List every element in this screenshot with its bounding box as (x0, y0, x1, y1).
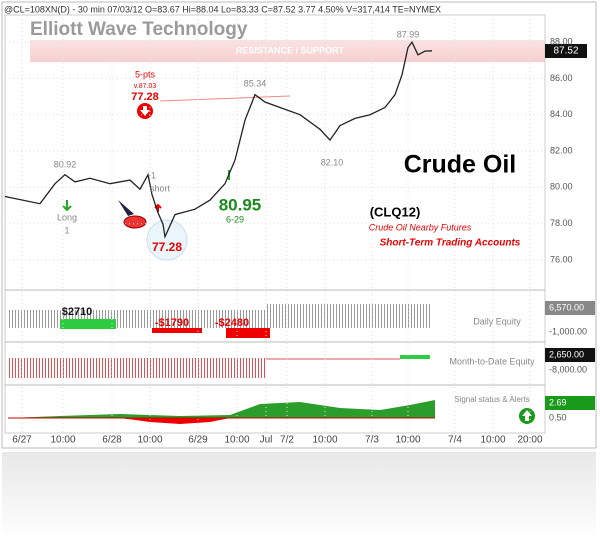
equity-gain-bar (60, 319, 116, 329)
panel-value-box (545, 301, 595, 315)
long-arrow (62, 200, 72, 212)
annotation: Long (57, 212, 77, 222)
chart-title: Elliott Wave Technology (30, 19, 248, 40)
annotation: Daily Equity (473, 316, 521, 326)
x-tick-label: 10:00 (395, 435, 420, 446)
last-price: 87.52 (553, 46, 578, 57)
target-icon (123, 215, 147, 229)
x-tick-label: 10:00 (224, 435, 249, 446)
annotation: short (150, 183, 171, 193)
y-tick-label: 88.00 (550, 36, 573, 46)
x-tick-label: Jul (260, 435, 273, 446)
annotation: 77.28 (152, 240, 182, 254)
price-line (4, 40, 433, 240)
x-tick-label: 6/29 (188, 435, 208, 446)
annotation: Short-Term Trading Accounts (380, 238, 521, 249)
annotation: 82.10 (321, 157, 344, 167)
panel-axis-label: 2,650.00 (549, 349, 584, 359)
annotation: 1 (64, 225, 69, 235)
last-price-box (545, 44, 587, 58)
panel-axis-label: 6,570.00 (549, 302, 584, 312)
annotation: -$1790 (155, 317, 189, 329)
panel-value-box (545, 396, 595, 410)
target-line (159, 95, 291, 102)
annotation: Crude Oil (404, 151, 517, 179)
card (1, 1, 597, 449)
annotation: 80.92 (54, 159, 77, 169)
x-tick-label: 7/2 (280, 435, 294, 446)
equity-loss-bar (152, 328, 202, 333)
daily-equity-histogram (265, 304, 430, 328)
mtd-histogram (400, 355, 430, 359)
y-tick-label: 78.00 (550, 218, 573, 228)
x-tick-label: 7/4 (448, 435, 462, 446)
y-tick-label: 80.00 (550, 182, 573, 192)
annotation: (CLQ12) (370, 204, 421, 219)
pointer-arrow (118, 200, 134, 216)
signal-up-arrow (522, 410, 532, 421)
annotation: 5-pts (135, 69, 156, 79)
panel-axis-label: -8,000.00 (549, 364, 587, 374)
panel-value-box (545, 348, 595, 362)
annotation: Signal status & Alerts (454, 395, 530, 404)
x-tick-label: 6/27 (12, 435, 32, 446)
y-tick-label: 84.00 (550, 109, 573, 119)
reflection (2, 452, 596, 540)
annotation: Month-to-Date Equity (449, 356, 535, 366)
y-tick-label: 76.00 (550, 254, 573, 264)
mtd-histogram (8, 358, 266, 378)
annotation: v.87.03 (134, 83, 157, 90)
annotation: 80.95 (219, 195, 262, 214)
low-highlight (146, 219, 188, 261)
annotation: -1 (148, 170, 156, 180)
sell-arrow (140, 106, 150, 116)
annotation: 6-29 (226, 214, 244, 224)
x-tick-label: 20:00 (517, 435, 542, 446)
annotation: Crude Oil Nearby Futures (369, 222, 472, 232)
annotation: 85.34 (244, 78, 267, 88)
signal-area (120, 418, 230, 424)
panel-axis-label: 0.50 (549, 412, 567, 422)
annotation: 77.28 (131, 91, 159, 103)
x-tick-label: 7/3 (365, 435, 379, 446)
panel-axis-label: -1,000.00 (549, 326, 587, 336)
x-tick-label: 10:00 (50, 435, 75, 446)
y-tick-label: 86.00 (550, 73, 573, 83)
y-tick-label: 82.00 (550, 145, 573, 155)
annotation: 87.99 (397, 29, 420, 39)
signal-area (8, 400, 435, 418)
x-tick-label: 10:00 (480, 435, 505, 446)
equity-loss-bar (226, 328, 270, 338)
band-label: RESISTANCE / SUPPORT (236, 45, 345, 55)
x-tick-label: 10:00 (312, 435, 337, 446)
header: @CL=108XN(D) - 30 min 07/03/12 O=83.67 H… (4, 4, 441, 14)
panel-axis-label: 2.69 (549, 397, 567, 407)
annotation: -$2480 (215, 317, 249, 329)
annotation: $2710 (62, 306, 93, 318)
x-tick-label: 10:00 (137, 435, 162, 446)
x-tick-label: 6/28 (102, 435, 122, 446)
